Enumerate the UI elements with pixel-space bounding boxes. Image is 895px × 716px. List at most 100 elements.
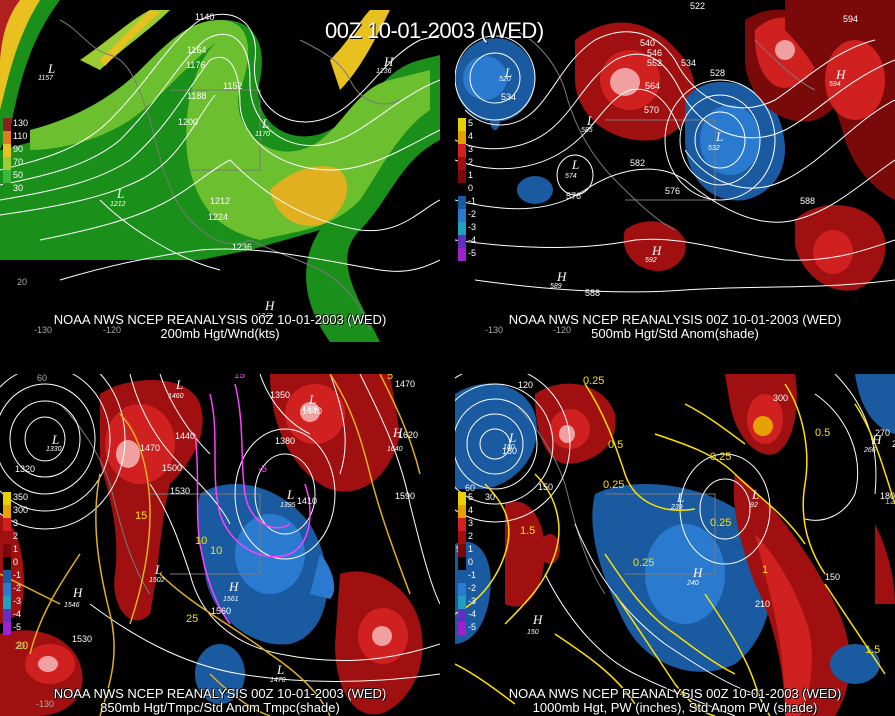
- high-center: H: [228, 579, 239, 594]
- contour-label: 1380: [275, 436, 295, 446]
- pw-label: 0.5: [608, 439, 623, 451]
- temp-label: 10: [210, 545, 222, 557]
- legend-entry: 2: [458, 157, 498, 170]
- contour-label: 588: [800, 196, 815, 206]
- legend-entry: 110: [3, 131, 43, 144]
- legend-entry: -1: [458, 196, 498, 209]
- legend-entry: 70: [3, 157, 43, 170]
- contour-label: 1176: [186, 60, 205, 70]
- legend-entry: 50: [3, 170, 43, 183]
- contour-label: 570: [644, 105, 659, 115]
- std-anomaly-legend: 5 4 3 2 1 0 -1 -2 -3 -4 -5: [458, 492, 498, 635]
- contour-label: 1140: [195, 12, 214, 22]
- low-center-value: 520: [499, 76, 511, 83]
- high-center-value: 594: [829, 81, 841, 88]
- low-center-value: 1329: [302, 406, 318, 413]
- temp-label: 10: [195, 535, 207, 547]
- contour-label: 594: [843, 14, 858, 24]
- legend-entry: -3: [458, 222, 498, 235]
- pw-label: 0.25: [583, 375, 604, 387]
- panel-source-line: NOAA NWS NCEP REANALYSIS 00Z 10-01-2003 …: [53, 312, 387, 327]
- temp-label: 15: [234, 374, 246, 381]
- low-center: L: [751, 487, 759, 502]
- panel-1000mb-hgt-pw: 0.25 0.5 0.25 0.25 0.25 0.25 1.5 1 1.5 0…: [455, 374, 895, 716]
- low-center: L: [154, 562, 162, 577]
- latitude-label: 20: [17, 277, 27, 287]
- contour-label: 1470: [140, 443, 160, 453]
- contour-label: 588: [585, 288, 600, 298]
- temp-label: -5: [258, 464, 267, 475]
- contour-label: 546: [647, 48, 662, 58]
- contour-label: 210: [755, 599, 770, 609]
- legend-entry: -5: [458, 248, 498, 261]
- pw-label: 0.25: [633, 557, 654, 569]
- legend-entry: 3: [458, 518, 498, 531]
- legend-entry: 130: [3, 118, 43, 131]
- legend-entry: 0: [3, 557, 43, 570]
- panel-source-line: NOAA NWS NCEP REANALYSIS 00Z 10-01-2003 …: [53, 686, 387, 701]
- legend-entry: 5: [458, 492, 498, 505]
- map-200mb: 1140 1164 1176 1188 1152 1200 1212 1224 …: [0, 0, 440, 342]
- high-center-value: 592: [645, 257, 657, 264]
- pw-label: 0.25: [710, 517, 731, 529]
- high-center-value: 150: [527, 629, 539, 636]
- pw-label: 1.5: [865, 644, 880, 656]
- panel-source-line: NOAA NWS NCEP REANALYSIS 00Z 10-01-2003 …: [508, 312, 842, 327]
- low-center: L: [175, 377, 183, 392]
- contour-label: 120: [518, 380, 533, 390]
- contour-label: 522: [690, 1, 705, 11]
- low-center-value: 585: [581, 127, 593, 134]
- contour-label: 1560: [211, 606, 231, 616]
- map-1000mb: 0.25 0.5 0.25 0.25 0.25 0.25 1.5 1 1.5 0…: [455, 374, 895, 716]
- legend-entry: -2: [3, 583, 43, 596]
- longitude-label: -120: [103, 325, 121, 335]
- contour-label: 1152: [223, 81, 242, 91]
- contour-label: 60: [465, 483, 475, 493]
- high-center-value: 1546: [64, 602, 80, 609]
- contour-label: 30: [485, 492, 495, 502]
- contour-label: 180: [502, 446, 517, 456]
- temp-label: 15: [135, 510, 147, 522]
- low-center: L: [51, 432, 59, 447]
- legend-entry: 5: [458, 118, 498, 131]
- contour-label: 576: [566, 191, 581, 201]
- contour-label: 1500: [162, 463, 182, 473]
- panel-850mb-hgt-temp: 15 -5 5 15 10 25 20 10 1380 1470 1440 15…: [0, 374, 440, 716]
- legend-entry: -5: [3, 622, 43, 635]
- temp-label: 25: [186, 613, 198, 625]
- high-center: H: [264, 298, 275, 313]
- high-center: H: [556, 269, 567, 284]
- map-850mb: 15 -5 5 15 10 25 20 10 1380 1470 1440 15…: [0, 374, 440, 716]
- high-center-value: 1249: [257, 313, 273, 320]
- contour-label: 552: [647, 58, 662, 68]
- contour-label: 576: [665, 186, 680, 196]
- low-center: L: [715, 129, 723, 144]
- pw-label: 1: [762, 564, 768, 576]
- low-center-value: 1157: [38, 75, 54, 82]
- std-anomaly-legend: 5 4 3 2 1 0 -1 -2 -3 -4 -5: [458, 118, 498, 261]
- low-center-value: 92: [750, 502, 758, 509]
- contour-label: 1470: [395, 379, 415, 389]
- legend-entry: 4: [458, 505, 498, 518]
- map-500mb: 522 540 546 552 534 528 564 570 582 576 …: [455, 0, 895, 335]
- low-center: L: [571, 157, 579, 172]
- pw-label: 0.25: [603, 479, 624, 491]
- contour-label: 1350: [270, 390, 290, 400]
- low-center: L: [261, 116, 269, 131]
- pw-label: 1.5: [520, 525, 535, 537]
- panel-field-line: 850mb Hgt/Tmpc/Std Anom Tmpc(shade): [100, 700, 340, 715]
- legend-entry: -4: [458, 235, 498, 248]
- contour-label: 1530: [170, 486, 190, 496]
- low-center: L: [676, 490, 684, 505]
- panel-field-line: 200mb Hgt/Wnd(kts): [160, 326, 280, 341]
- high-center: H: [651, 243, 662, 258]
- legend-entry: 0: [458, 557, 498, 570]
- latitude-label: 60: [37, 374, 47, 383]
- contour-label: 1212: [210, 196, 230, 206]
- high-center: H: [72, 585, 83, 600]
- legend-entry: 2: [3, 531, 43, 544]
- legend-entry: 0: [458, 183, 498, 196]
- legend-entry: -3: [3, 596, 43, 609]
- low-center-value: 1460: [168, 393, 184, 400]
- low-center: L: [116, 186, 124, 201]
